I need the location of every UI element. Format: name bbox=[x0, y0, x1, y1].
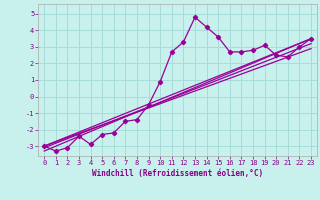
X-axis label: Windchill (Refroidissement éolien,°C): Windchill (Refroidissement éolien,°C) bbox=[92, 169, 263, 178]
